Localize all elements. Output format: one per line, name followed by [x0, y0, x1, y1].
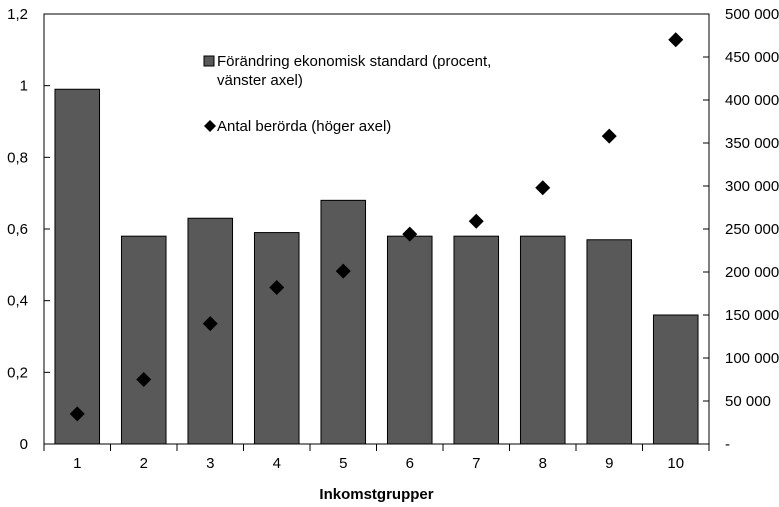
marker-series	[69, 32, 684, 422]
right-tick-label: 300 000	[725, 178, 779, 195]
x-tick-label: 1	[73, 455, 81, 472]
left-tick-label: 1,2	[7, 6, 28, 23]
bar-2	[120, 235, 167, 445]
x-axis: 1 2 3 4 5 6 7 8 9 10	[43, 444, 710, 472]
x-tick-label: 6	[406, 455, 414, 472]
left-y-axis: 0 0,2 0,4 0,6 0,8 1 1,2	[7, 6, 50, 453]
legend-diamond-label: Antal berörda (höger axel)	[217, 118, 391, 135]
bar-9	[586, 239, 633, 445]
marker-6	[402, 226, 418, 242]
bar-6	[386, 235, 433, 445]
legend: Förändring ekonomisk standard (procent, v…	[203, 53, 491, 135]
marker-3	[202, 316, 218, 332]
marker-4	[269, 279, 285, 295]
x-tick-label: 7	[472, 455, 480, 472]
x-tick-label: 9	[605, 455, 613, 472]
marker-1	[69, 406, 85, 422]
right-tick-label: 500 000	[725, 6, 779, 23]
x-tick-label: 4	[273, 455, 281, 472]
right-tick-label: 100 000	[725, 350, 779, 367]
legend-diamond-swatch	[204, 120, 216, 132]
bar-10	[652, 314, 699, 445]
x-tick-label: 10	[667, 455, 684, 472]
right-tick-label: 400 000	[725, 92, 779, 109]
right-tick-label: -	[725, 436, 730, 453]
bar-3	[187, 217, 234, 445]
right-tick-label: 250 000	[725, 221, 779, 238]
bar-5	[320, 199, 367, 445]
x-tick-label: 8	[539, 455, 547, 472]
bar-1	[54, 88, 101, 445]
right-tick-label: 50 000	[725, 393, 771, 410]
left-tick-label: 0,6	[7, 221, 28, 238]
x-tick-label: 5	[339, 455, 347, 472]
marker-9	[601, 128, 617, 144]
bar-4	[253, 232, 300, 445]
right-tick-label: 200 000	[725, 264, 779, 281]
marker-2	[136, 372, 152, 387]
left-tick-label: 0,2	[7, 364, 28, 381]
left-tick-label: 0,8	[7, 149, 28, 166]
marker-10	[668, 32, 684, 48]
right-tick-label: 150 000	[725, 307, 779, 324]
legend-bar-swatch	[203, 55, 215, 67]
x-tick-label: 2	[140, 455, 148, 472]
legend-bar-label: vänster axel)	[217, 72, 303, 89]
marker-8	[535, 180, 551, 196]
left-tick-label: 0,4	[7, 293, 28, 310]
bar-7	[453, 235, 500, 445]
marker-7	[468, 213, 484, 229]
marker-5	[335, 263, 351, 279]
left-tick-label: 0	[20, 436, 28, 453]
right-tick-label: 350 000	[725, 135, 779, 152]
left-tick-label: 1	[20, 78, 28, 95]
right-y-axis: - 50 000 100 000 150 000 200 000 250 000 300 0…	[703, 6, 779, 453]
legend-bar-label: Förändring ekonomisk standard (procent,	[217, 53, 491, 70]
x-tick-label: 3	[206, 455, 214, 472]
bar-8	[519, 235, 566, 445]
bar-series	[54, 88, 699, 445]
right-tick-label: 450 000	[725, 49, 779, 66]
x-axis-title: Inkomstgrupper	[319, 486, 433, 503]
